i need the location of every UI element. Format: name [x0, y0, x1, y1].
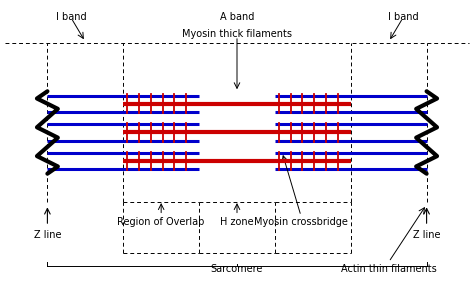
Text: Z line: Z line: [413, 230, 440, 240]
Text: Myosin thick filaments: Myosin thick filaments: [182, 29, 292, 39]
Text: I band: I band: [388, 12, 418, 22]
Text: H zone: H zone: [220, 217, 254, 228]
Text: Region of Overlap: Region of Overlap: [118, 217, 205, 228]
Text: I band: I band: [56, 12, 86, 22]
Text: Myosin crossbridge: Myosin crossbridge: [254, 217, 348, 228]
Text: Actin thin filaments: Actin thin filaments: [341, 264, 437, 274]
Text: Z line: Z line: [34, 230, 61, 240]
Text: A band: A band: [220, 12, 254, 22]
Text: Sarcomere: Sarcomere: [211, 264, 263, 274]
